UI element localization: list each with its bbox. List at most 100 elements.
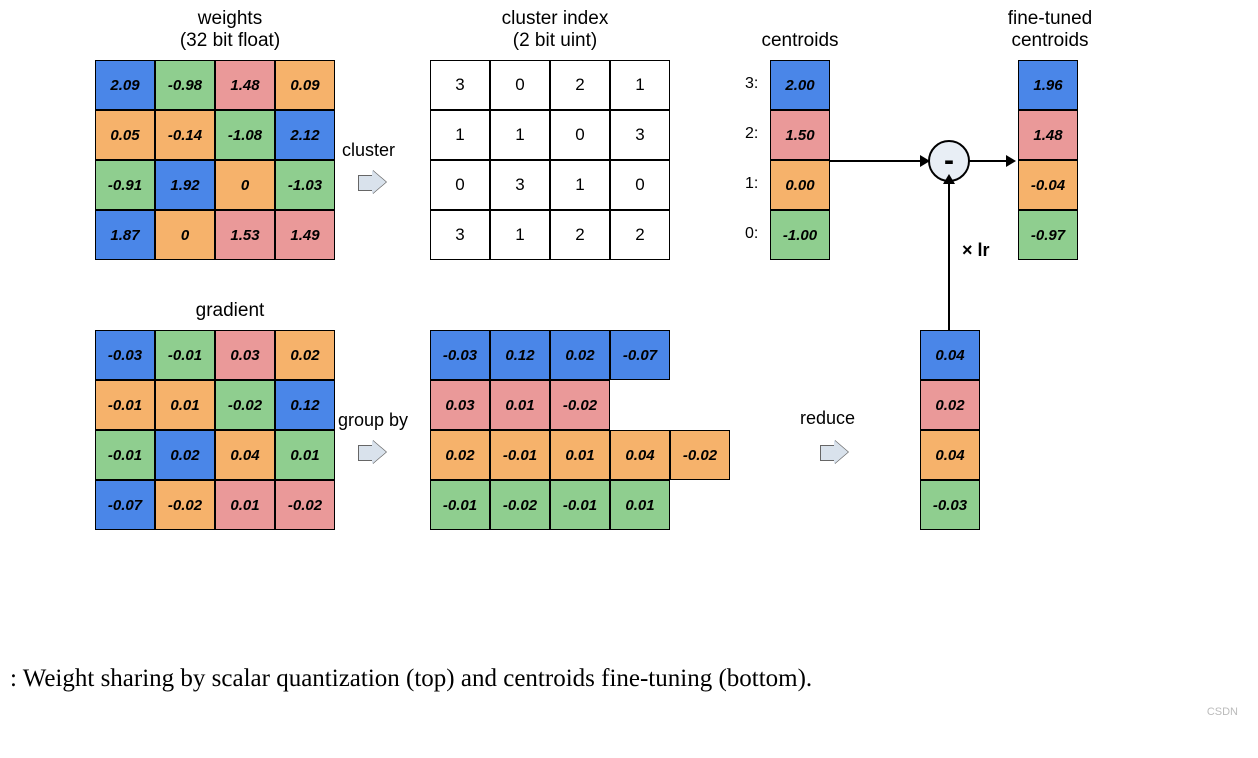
index-cell: 3 xyxy=(430,210,490,260)
data-cell: -0.02 xyxy=(215,380,275,430)
data-cell: -0.01 xyxy=(550,480,610,530)
data-cell: -0.97 xyxy=(1018,210,1078,260)
index-cell: 2 xyxy=(610,210,670,260)
data-cell: 2.00 xyxy=(770,60,830,110)
index-cell: 3 xyxy=(430,60,490,110)
data-cell: -0.03 xyxy=(920,480,980,530)
cluster-index-title-l1: cluster index xyxy=(445,8,665,30)
data-cell: -0.07 xyxy=(95,480,155,530)
data-cell: -0.07 xyxy=(610,330,670,380)
index-cell: 3 xyxy=(490,160,550,210)
data-cell: -0.04 xyxy=(1018,160,1078,210)
index-cell: 0 xyxy=(550,110,610,160)
index-cell: 0 xyxy=(610,160,670,210)
data-cell: 0.03 xyxy=(430,380,490,430)
index-cell: 1 xyxy=(550,160,610,210)
data-cell: -0.14 xyxy=(155,110,215,160)
data-cell: -1.00 xyxy=(770,210,830,260)
index-cell: 2 xyxy=(550,210,610,260)
figure-caption: : Weight sharing by scalar quantization … xyxy=(10,665,1248,693)
finetuned-title-l2: centroids xyxy=(990,30,1110,52)
arrowhead-into-finetuned xyxy=(1006,155,1016,167)
data-cell: 0.02 xyxy=(920,380,980,430)
times-lr-label: × lr xyxy=(962,240,990,261)
index-cell: 0 xyxy=(430,160,490,210)
connector-minus-to-finetuned xyxy=(968,160,1008,162)
data-cell: 0 xyxy=(215,160,275,210)
cluster-index-grid: 3021110303103122 xyxy=(430,60,670,260)
data-cell: 0.02 xyxy=(550,330,610,380)
grouped-row: -0.01-0.02-0.010.01 xyxy=(430,480,730,530)
data-cell: -0.91 xyxy=(95,160,155,210)
cluster-arrow-icon xyxy=(358,172,386,192)
data-cell: -0.01 xyxy=(430,480,490,530)
data-cell: 0.01 xyxy=(275,430,335,480)
data-cell: -0.02 xyxy=(490,480,550,530)
finetuned-centroids-column: 1.961.48-0.04-0.97 xyxy=(1018,60,1078,260)
data-cell: -0.02 xyxy=(670,430,730,480)
data-cell: -1.03 xyxy=(275,160,335,210)
data-cell: 1.53 xyxy=(215,210,275,260)
connector-centroids-to-minus xyxy=(830,160,922,162)
data-cell: -0.03 xyxy=(95,330,155,380)
data-cell: 0.12 xyxy=(275,380,335,430)
index-cell: 1 xyxy=(610,60,670,110)
data-cell: 0.01 xyxy=(610,480,670,530)
weights-title-l1: weights xyxy=(130,8,330,30)
cluster-label: cluster xyxy=(342,140,395,161)
data-cell: 0.09 xyxy=(275,60,335,110)
centroids-column: 2.001.500.00-1.00 xyxy=(770,60,830,260)
data-cell: 0.05 xyxy=(95,110,155,160)
grouped-row: 0.02-0.010.010.04-0.02 xyxy=(430,430,730,480)
data-cell: -0.01 xyxy=(155,330,215,380)
data-cell: 0.03 xyxy=(215,330,275,380)
weights-grid: 2.09-0.981.480.090.05-0.14-1.082.12-0.91… xyxy=(95,60,335,260)
grouped-row: -0.030.120.02-0.07 xyxy=(430,330,730,380)
data-cell: 0.02 xyxy=(155,430,215,480)
data-cell: 0.01 xyxy=(550,430,610,480)
centroids-title: centroids xyxy=(740,30,860,52)
data-cell: -0.02 xyxy=(275,480,335,530)
data-cell: 1.96 xyxy=(1018,60,1078,110)
data-cell: -0.98 xyxy=(155,60,215,110)
data-cell: -0.01 xyxy=(95,380,155,430)
finetuned-title-l1: fine-tuned xyxy=(990,8,1110,30)
data-cell: 0.04 xyxy=(920,430,980,480)
cluster-index-title-l2: (2 bit uint) xyxy=(445,30,665,52)
index-cell: 3 xyxy=(610,110,670,160)
data-cell: 0.02 xyxy=(275,330,335,380)
gradient-title: gradient xyxy=(130,300,330,322)
data-cell: 1.87 xyxy=(95,210,155,260)
data-cell: 0.04 xyxy=(215,430,275,480)
data-cell: -0.02 xyxy=(550,380,610,430)
grouped-row: 0.030.01-0.02 xyxy=(430,380,730,430)
arrowhead-into-minus-bottom xyxy=(943,174,955,184)
index-cell: 2 xyxy=(550,60,610,110)
data-cell: -0.01 xyxy=(95,430,155,480)
centroid-row-label: 1: xyxy=(745,175,758,193)
data-cell: 1.48 xyxy=(1018,110,1078,160)
index-cell: 1 xyxy=(490,110,550,160)
group-by-arrow-icon xyxy=(358,442,386,462)
data-cell: 0.04 xyxy=(610,430,670,480)
gradient-grid: -0.03-0.010.030.02-0.010.01-0.020.12-0.0… xyxy=(95,330,335,530)
data-cell: 0.01 xyxy=(490,380,550,430)
data-cell: 0.12 xyxy=(490,330,550,380)
index-cell: 1 xyxy=(430,110,490,160)
data-cell: -0.03 xyxy=(430,330,490,380)
connector-reduced-to-minus xyxy=(948,182,950,330)
group-by-label: group by xyxy=(338,410,408,431)
centroid-row-label: 3: xyxy=(745,75,758,93)
data-cell: 0.04 xyxy=(920,330,980,380)
data-cell: 0.01 xyxy=(155,380,215,430)
data-cell: -0.02 xyxy=(155,480,215,530)
data-cell: 2.09 xyxy=(95,60,155,110)
data-cell: 1.48 xyxy=(215,60,275,110)
reduce-label: reduce xyxy=(800,408,855,429)
centroid-row-label: 2: xyxy=(745,125,758,143)
data-cell: 0.02 xyxy=(430,430,490,480)
reduced-column: 0.040.020.04-0.03 xyxy=(920,330,980,530)
grouped-grid: -0.030.120.02-0.070.030.01-0.020.02-0.01… xyxy=(430,330,730,530)
index-cell: 0 xyxy=(490,60,550,110)
index-cell: 1 xyxy=(490,210,550,260)
